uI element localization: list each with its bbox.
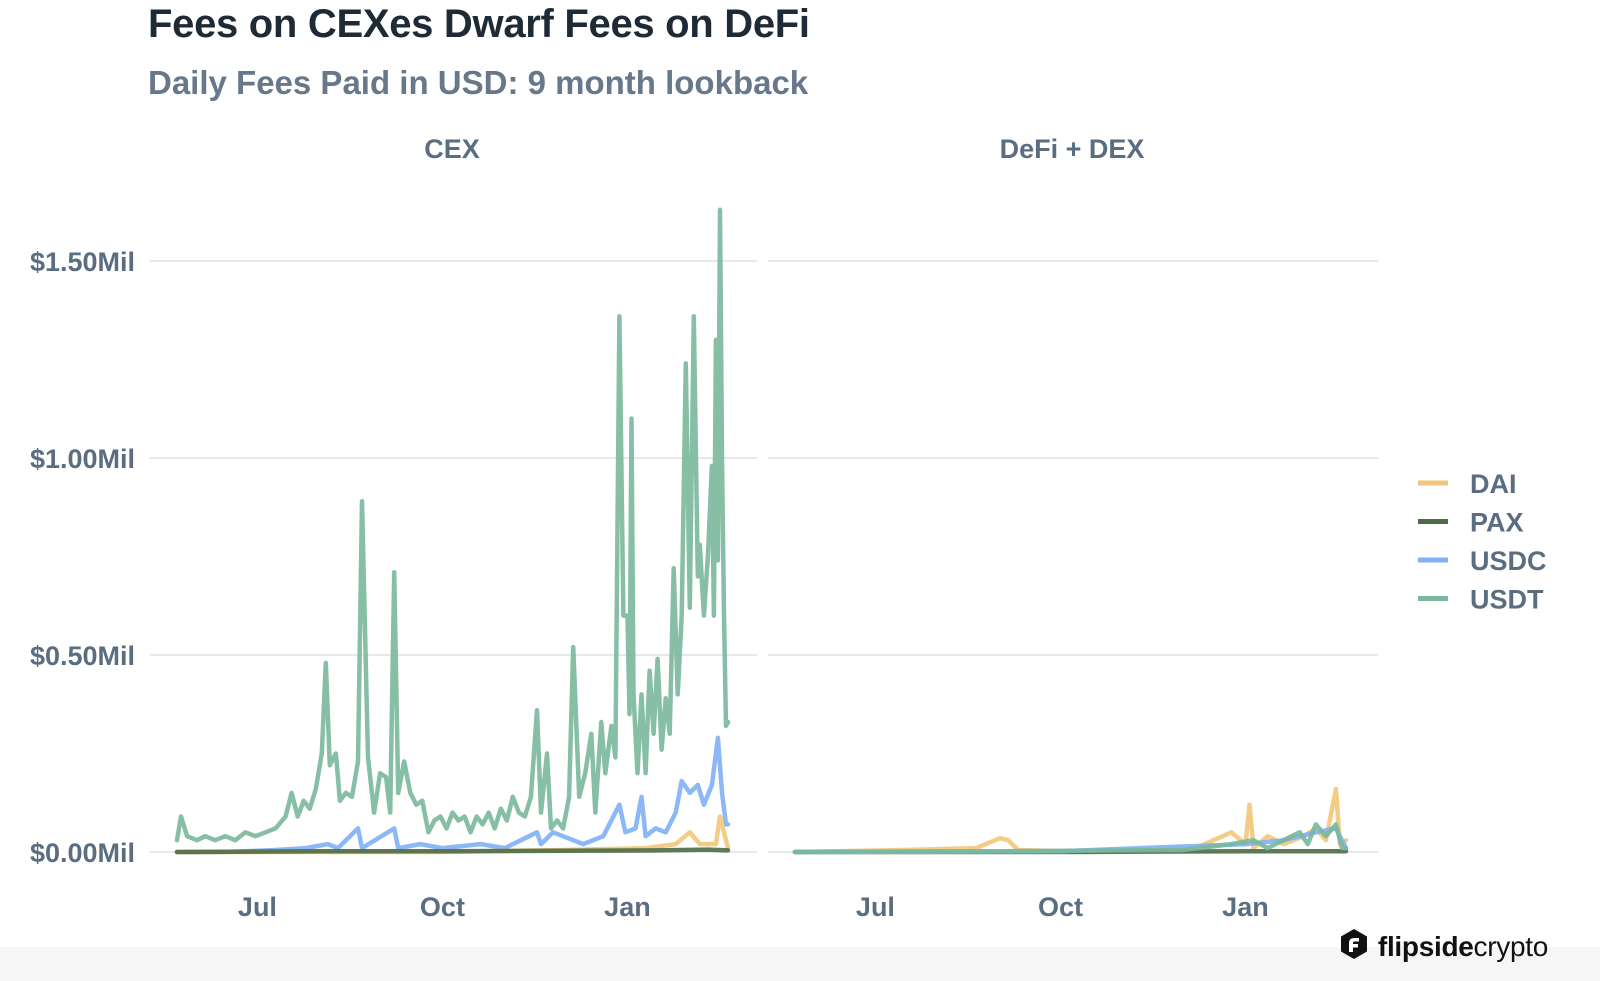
y-tick-label: $1.50Mil xyxy=(30,247,135,277)
chart-title: Fees on CEXes Dwarf Fees on DeFi xyxy=(148,2,810,46)
x-tick-label: Jan xyxy=(1222,892,1269,922)
facet-label: CEX xyxy=(424,134,480,164)
flipside-logo-icon xyxy=(1338,928,1370,965)
x-tick-label: Jan xyxy=(604,892,651,922)
legend-label: USDC xyxy=(1470,546,1547,576)
facet-labels: CEX DeFi + DEX xyxy=(424,134,1144,164)
brand-wordmark-bold: flipside xyxy=(1377,930,1474,962)
legend-label: USDT xyxy=(1470,585,1544,615)
x-tick-label: Oct xyxy=(420,892,465,922)
chart-subtitle: Daily Fees Paid in USD: 9 month lookback xyxy=(148,64,809,101)
facet-label: DeFi + DEX xyxy=(1000,134,1145,164)
gridlines xyxy=(150,260,1378,853)
series-line-usdc xyxy=(174,735,731,855)
legend-label: PAX xyxy=(1470,508,1524,538)
y-axis-tick-labels: $0.00Mil $0.50Mil $1.00Mil $1.50Mil xyxy=(30,247,135,868)
series-line-usdt xyxy=(174,207,731,843)
y-tick-label: $0.50Mil xyxy=(30,641,135,671)
y-tick-label: $0.00Mil xyxy=(30,838,135,868)
brand-logo[interactable]: flipsidecrypto xyxy=(1338,928,1548,965)
legend-label: DAI xyxy=(1470,469,1517,499)
series-line-dai xyxy=(792,786,1349,855)
x-tick-label: Oct xyxy=(1038,892,1083,922)
x-tick-label: Jul xyxy=(238,892,277,922)
y-tick-label: $1.00Mil xyxy=(30,444,135,474)
series-lines xyxy=(174,207,1349,855)
footer-band xyxy=(0,947,1600,981)
legend: DAI PAX USDC USDT xyxy=(1418,469,1547,615)
series-line-usdt xyxy=(792,822,1349,855)
series-line-pax xyxy=(174,847,731,855)
x-axis-tick-labels: Jul Oct Jan Jul Oct Jan xyxy=(238,892,1269,922)
brand-wordmark: flipsidecrypto xyxy=(1378,931,1548,963)
brand-wordmark-light: crypto xyxy=(1473,930,1549,962)
x-tick-label: Jul xyxy=(856,892,895,922)
